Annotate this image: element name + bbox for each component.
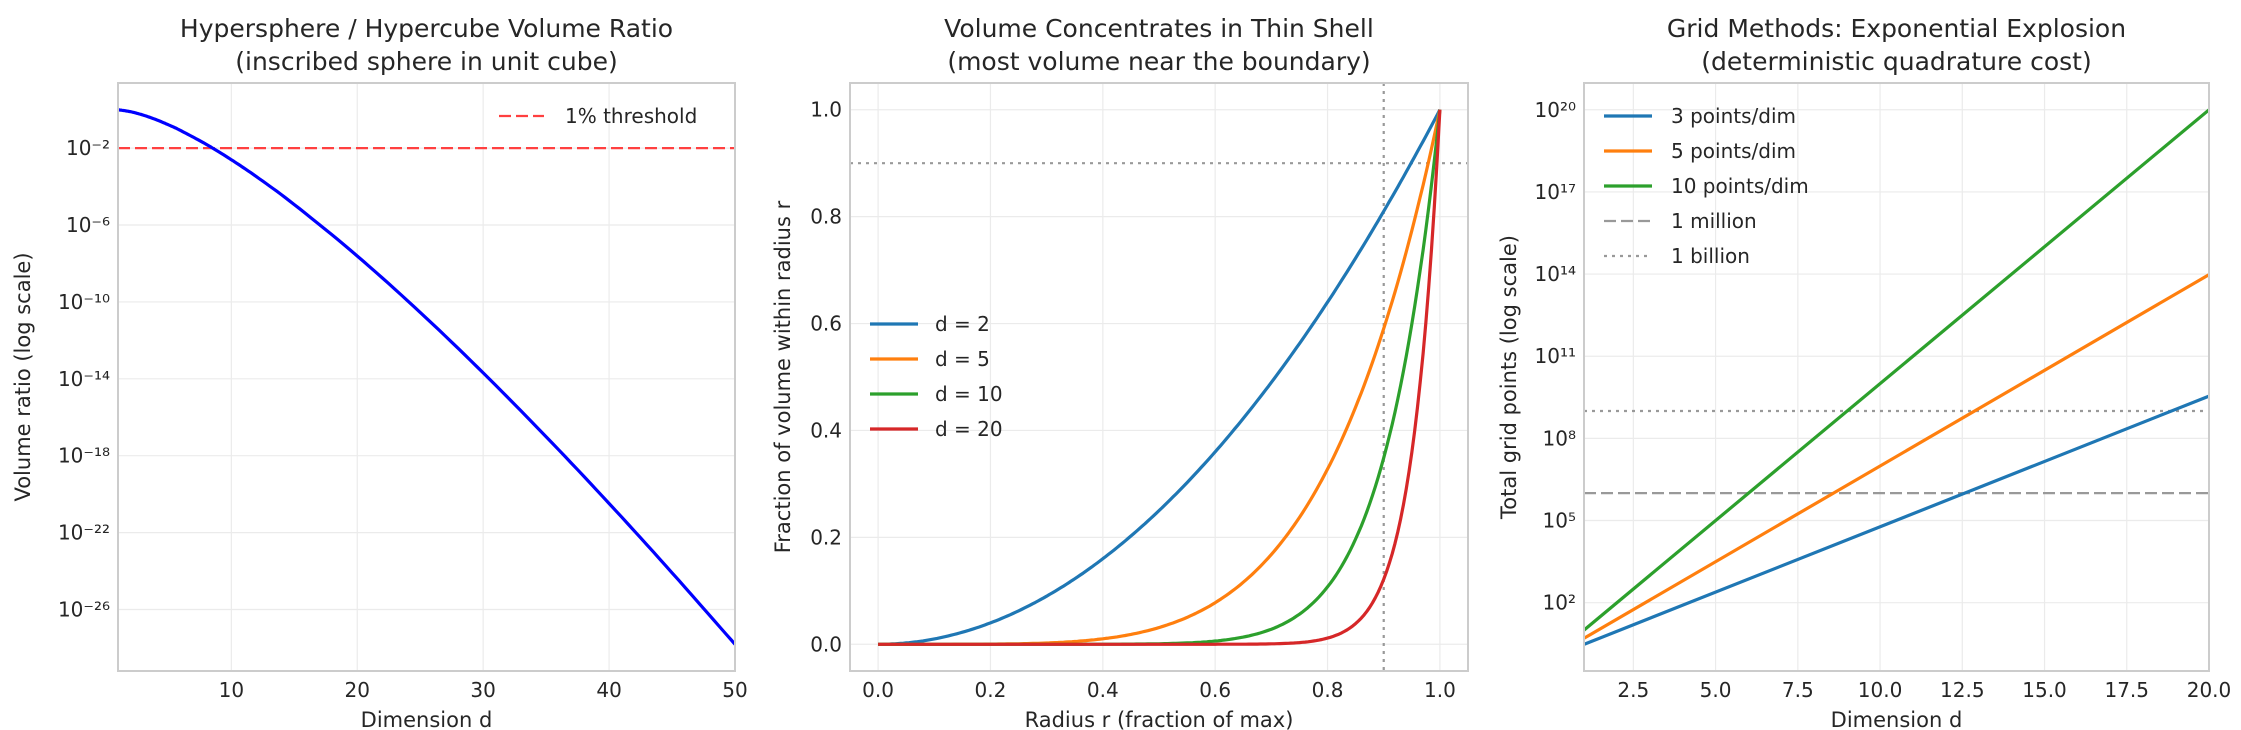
y-tick-label: 10¹¹ — [1535, 344, 1576, 368]
x-axis-label: Dimension d — [361, 708, 493, 730]
x-tick-label: 40 — [596, 678, 621, 702]
x-tick-label: 0.4 — [1087, 678, 1119, 702]
series-line-4 — [878, 109, 1442, 646]
legend-label: d = 20 — [935, 417, 1003, 441]
axes-frame — [117, 82, 736, 672]
x-tick-label: 0.8 — [1312, 678, 1344, 702]
legend: d = 2 d = 5 d = 10 d = 20 — [870, 312, 1003, 441]
series-line-2 — [878, 109, 1442, 646]
y-tick-label: 10⁻² — [66, 136, 110, 160]
legend-label: 1% threshold — [565, 104, 697, 128]
y-tick-label: 10⁻¹⁸ — [58, 444, 110, 468]
y-tick-label: 10¹⁷ — [1535, 180, 1576, 204]
y-axis-label: Volume ratio (log scale) — [11, 252, 35, 501]
chart-subtitle: (inscribed sphere in unit cube) — [235, 47, 618, 76]
x-tick-label: 20 — [345, 678, 370, 702]
legend-label: 5 points/dim — [1671, 139, 1796, 163]
x-tick-label: 50 — [722, 678, 747, 702]
series-line-3 — [1584, 108, 2209, 632]
chart-title: Volume Concentrates in Thin Shell — [944, 14, 1374, 43]
y-tick-label: 10⁻¹⁰ — [58, 290, 110, 314]
x-tick-label: 12.5 — [1940, 678, 1985, 702]
x-tick-label: 0.6 — [1199, 678, 1231, 702]
subplot-1: 10 20 30 40 50 10⁻² 10⁻⁶ 10⁻¹⁰ 10⁻¹⁴ 10⁻¹⁸ 10⁻²² 10… — [11, 14, 748, 730]
legend-item: 1 billion — [1604, 244, 1750, 268]
legend-item: 10 points/dim — [1604, 174, 1809, 198]
plot-area — [850, 83, 1468, 671]
y-tick-label: 10¹⁴ — [1535, 262, 1576, 286]
plot-area — [118, 108, 735, 646]
legend-item: d = 20 — [870, 417, 1003, 441]
series-line-3 — [878, 109, 1442, 646]
chart-title: Grid Methods: Exponential Explosion — [1667, 14, 2126, 43]
chart-subtitle: (deterministic quadrature cost) — [1701, 47, 2091, 76]
legend-label: 1 billion — [1671, 244, 1750, 268]
legend-item: 5 points/dim — [1604, 139, 1796, 163]
x-tick-label: 7.5 — [1782, 678, 1814, 702]
x-tick-label: 30 — [470, 678, 495, 702]
x-tick-label: 0.0 — [862, 678, 894, 702]
legend: 1% threshold — [499, 104, 697, 128]
y-tick-label: 10⁸ — [1543, 426, 1576, 450]
series-line-1 — [1584, 394, 2209, 646]
y-tick-label: 0.8 — [810, 205, 842, 229]
series-line-1 — [118, 108, 735, 646]
legend-label: d = 10 — [935, 382, 1003, 406]
legend-item: 1 million — [1604, 209, 1757, 233]
y-tick-label: 0.0 — [810, 632, 842, 656]
x-axis-label: Dimension d — [1831, 708, 1963, 730]
legend-label: d = 2 — [935, 312, 990, 336]
axes-frame — [849, 82, 1469, 672]
y-tick-label: 0.4 — [810, 418, 842, 442]
legend-item: d = 5 — [870, 347, 990, 371]
y-tick-label: 1.0 — [810, 98, 842, 122]
y-tick-label: 0.6 — [810, 312, 842, 336]
x-tick-label: 5.0 — [1700, 678, 1732, 702]
x-tick-label: 17.5 — [2104, 678, 2149, 702]
y-tick-label: 10⁻¹⁴ — [58, 367, 110, 391]
series-line-2 — [1584, 273, 2209, 640]
legend-item: 1% threshold — [499, 104, 697, 128]
y-tick-label: 10²⁰ — [1535, 98, 1576, 122]
x-tick-label: 20.0 — [2187, 678, 2232, 702]
y-axis-label: Total grid points (log scale) — [1497, 235, 1521, 520]
chart-title: Hypersphere / Hypercube Volume Ratio — [180, 14, 673, 43]
x-axis-label: Radius r (fraction of max) — [1025, 708, 1294, 730]
y-tick-label: 10² — [1543, 591, 1576, 615]
y-tick-label: 10⁵ — [1543, 509, 1576, 533]
x-tick-label: 15.0 — [2022, 678, 2067, 702]
y-tick-label: 0.2 — [810, 525, 842, 549]
x-tick-label: 10.0 — [1858, 678, 1903, 702]
subplot-3: 2.5 5.0 7.5 10.0 12.5 15.0 17.5 20.0 10² 10⁵ 10⁸ 10… — [1497, 14, 2231, 730]
x-tick-label: 1.0 — [1424, 678, 1456, 702]
legend-label: 10 points/dim — [1671, 174, 1809, 198]
series-line-1 — [878, 108, 1442, 646]
x-tick-label: 10 — [219, 678, 244, 702]
legend-item: d = 2 — [870, 312, 990, 336]
axes-frame — [1583, 82, 2210, 672]
y-tick-label: 10⁻²² — [58, 521, 110, 545]
chart-subtitle: (most volume near the boundary) — [947, 47, 1370, 76]
y-tick-label: 10⁻²⁶ — [58, 597, 110, 621]
legend-item: d = 10 — [870, 382, 1003, 406]
legend-label: 3 points/dim — [1671, 104, 1796, 128]
subplot-2: 0.0 0.2 0.4 0.6 0.8 1.0 0.0 0.2 0.4 0.6 0.8 1.0 Radi… — [771, 14, 1469, 730]
legend: 3 points/dim 5 points/dim 10 points/dim 1 m… — [1604, 104, 1809, 268]
legend-label: d = 5 — [935, 347, 990, 371]
legend-label: 1 million — [1671, 209, 1757, 233]
y-tick-label: 10⁻⁶ — [66, 213, 110, 237]
legend-item: 3 points/dim — [1604, 104, 1796, 128]
x-tick-label: 2.5 — [1617, 678, 1649, 702]
x-tick-label: 0.2 — [975, 678, 1007, 702]
y-axis-label: Fraction of volume within radius r — [771, 200, 795, 553]
plot-area — [1584, 108, 2209, 646]
